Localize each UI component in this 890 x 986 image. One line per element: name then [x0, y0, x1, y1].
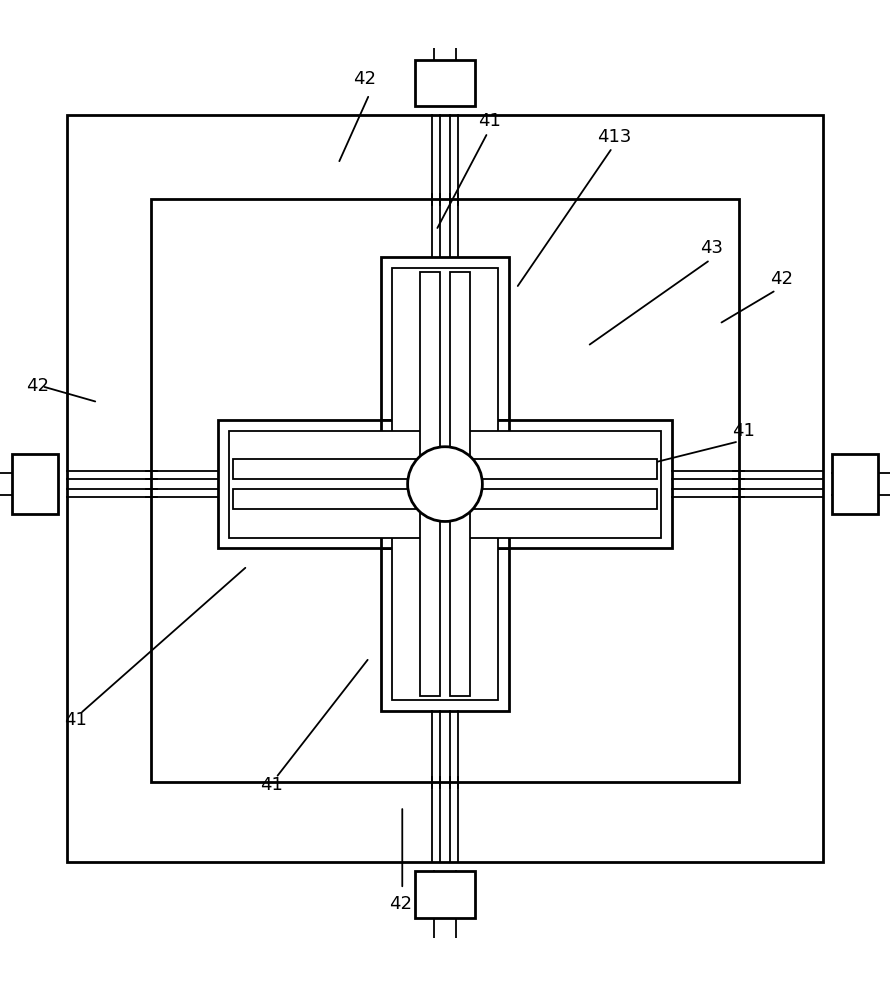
Text: 413: 413	[597, 128, 631, 146]
Bar	[381, 257, 509, 484]
Bar	[415, 872, 475, 918]
Bar	[233, 459, 430, 479]
Bar	[456, 431, 661, 537]
Bar	[450, 272, 470, 469]
Bar	[381, 420, 509, 548]
Bar	[392, 268, 498, 473]
Bar	[12, 454, 58, 515]
Text: 41: 41	[260, 776, 283, 794]
Bar	[218, 420, 445, 548]
Circle shape	[408, 447, 482, 522]
Text: 42: 42	[26, 378, 49, 395]
Text: 42: 42	[353, 70, 376, 88]
Bar	[151, 199, 739, 782]
Text: 42: 42	[770, 270, 793, 288]
Bar	[450, 499, 470, 696]
Text: 43: 43	[700, 240, 724, 257]
Bar	[392, 495, 498, 700]
Bar	[420, 499, 440, 696]
Text: 41: 41	[478, 112, 501, 130]
Bar	[381, 484, 509, 711]
Bar	[229, 431, 434, 537]
Bar	[67, 114, 823, 863]
Text: 42: 42	[389, 895, 412, 913]
Bar	[832, 454, 878, 515]
Bar	[460, 459, 657, 479]
Bar	[415, 59, 475, 106]
Bar	[420, 272, 440, 469]
Bar	[233, 489, 430, 509]
Bar	[445, 420, 672, 548]
Text: 41: 41	[64, 711, 87, 729]
Text: 41: 41	[732, 422, 755, 440]
Bar	[460, 489, 657, 509]
